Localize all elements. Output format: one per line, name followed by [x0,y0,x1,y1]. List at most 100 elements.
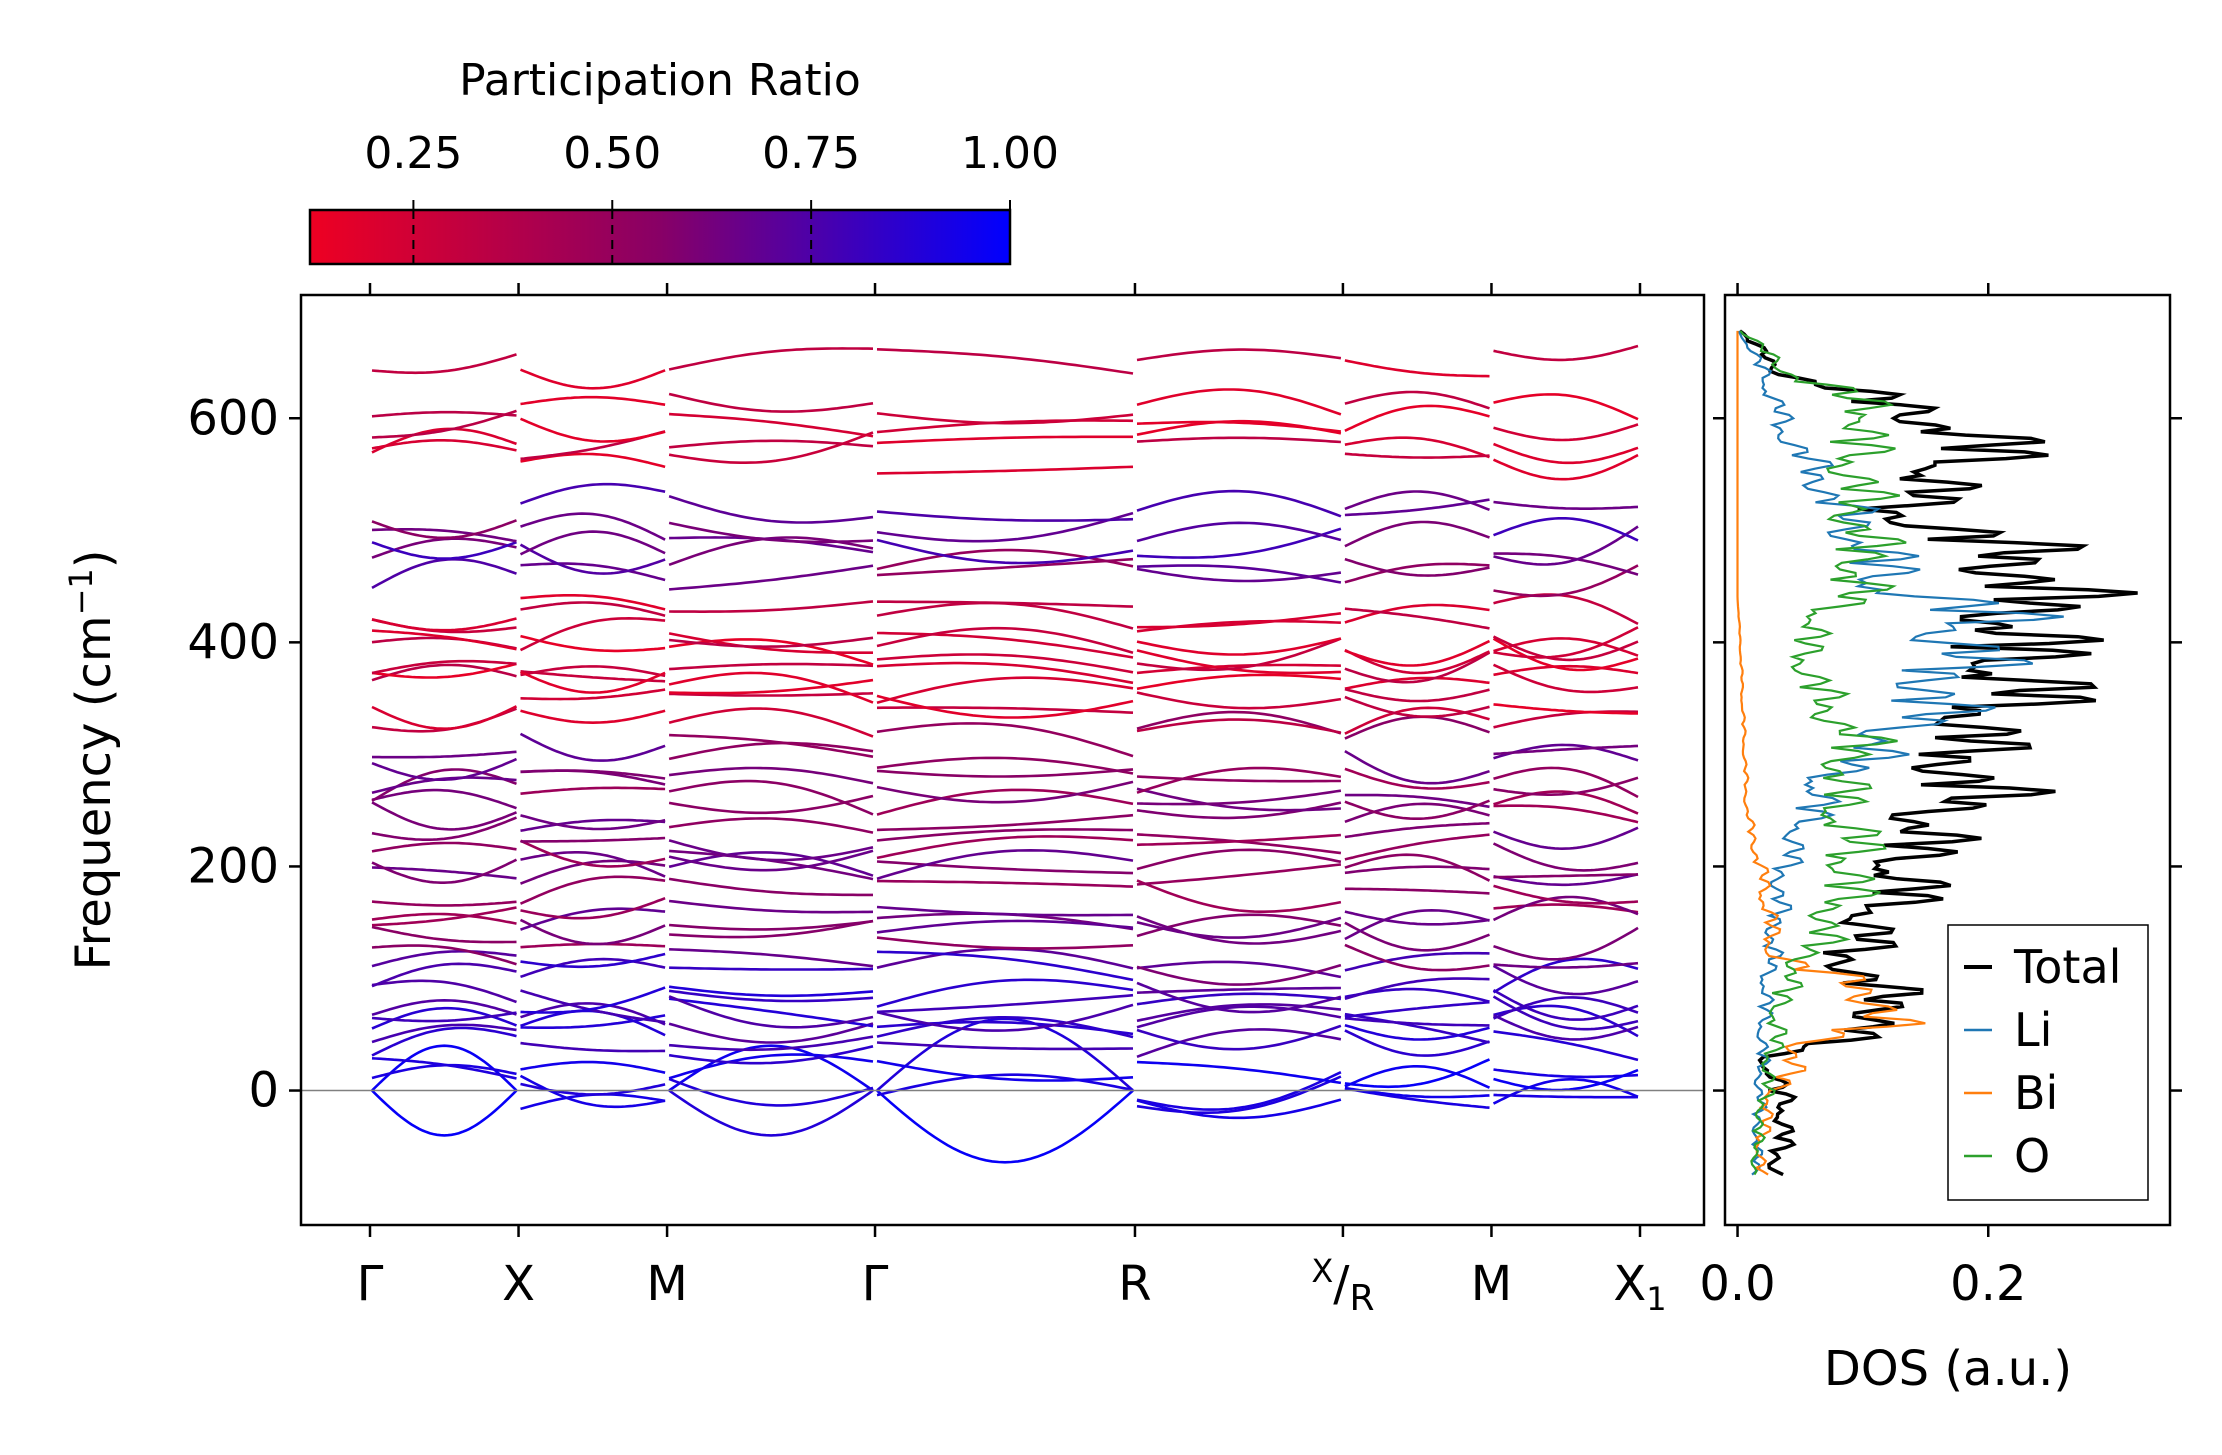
k-label-sup: X [1311,1252,1333,1290]
band-line [371,925,517,944]
colorbar-title: Participation Ratio [459,55,861,106]
band-line [371,757,518,781]
band-line [1136,848,1342,871]
band-lines [371,344,1639,1164]
band-line [876,348,1134,375]
band-line [1136,787,1341,812]
band-line [669,733,874,758]
band-line [1344,921,1490,952]
band-line [1136,1028,1342,1059]
colorbar-ticks: 0.25 0.50 0.75 1.00 [364,128,1059,264]
band-line [1344,799,1490,820]
band-line [371,1023,517,1044]
band-line [371,979,517,1004]
band-line [1136,1071,1342,1111]
band-line [1344,557,1490,577]
colorbar-tick-label: 0.75 [762,128,860,179]
band-line [1493,790,1639,815]
band-line [876,1041,1134,1051]
band-line [520,786,666,795]
band-line [1493,423,1639,442]
band-line [1344,910,1490,926]
band-line [1493,926,1639,961]
band-line [1493,744,1639,756]
band-line [669,966,874,971]
band-line [1136,913,1342,938]
band-line [1136,960,1342,979]
band-line [371,540,517,560]
band-line [1492,895,1639,922]
band-line [1344,1029,1490,1057]
band-line [371,1057,517,1080]
legend-label: Total [2013,940,2121,994]
band-line [668,431,874,464]
k-point-label: M [646,1256,687,1312]
band-line [1493,637,1639,657]
k-label-main: X [502,1256,535,1312]
band-line [371,912,517,925]
band-line [1344,1086,1490,1099]
band-line [668,521,874,544]
band-line [668,849,874,872]
band-line [371,900,517,907]
band-line [1136,348,1342,362]
band-line [1344,603,1490,624]
band-line [1492,1078,1639,1105]
band-line [1492,988,1639,1021]
band-line [876,828,1134,842]
band-line [520,482,666,505]
band-line [520,688,666,701]
band-line [668,671,874,704]
band-line [520,769,666,780]
band-line [520,896,666,920]
band-line [520,417,666,443]
dos-ticks: 0.0 0.2 [1699,283,2182,1312]
band-line [520,368,666,390]
band-line [876,511,1134,543]
band-line [1136,691,1342,710]
band-line [371,353,517,375]
band-line [668,851,874,877]
k-point-label: Γ [862,1256,889,1312]
band-line [1493,961,1639,969]
band-line [669,678,874,695]
band-line [1493,710,1639,729]
band-line [1344,943,1490,972]
band-line [1492,995,1639,1031]
band-line [1344,833,1490,861]
band-line [1136,673,1342,691]
legend-label: Li [2014,1003,2052,1057]
band-line [1344,498,1490,517]
dos-lines [1736,329,2138,1177]
band-line [1493,525,1639,566]
band-line [1344,1012,1490,1044]
k-label-main: M [646,1256,687,1312]
legend-box [1947,924,2149,1201]
band-line [519,839,666,868]
band-line [1136,718,1342,734]
band-line [1493,626,1639,659]
band-line [371,906,517,927]
k-label-main: M [1471,1256,1512,1312]
band-line [371,962,517,988]
band-line [1493,703,1639,715]
band-line [669,948,874,968]
band-line [520,851,666,878]
band-line [668,1022,874,1044]
band-line [371,866,517,880]
band-line [1493,552,1639,576]
band-line [1136,963,1342,986]
band-line [1344,951,1490,972]
band-line [371,427,517,454]
band-line [519,543,666,575]
k-point-label: M [1471,1256,1512,1312]
band-y-axis-label: Frequency (cm−1) [62,549,122,970]
band-line [668,794,874,815]
band-line [520,818,666,832]
band-line [668,817,874,834]
k-point-label: Γ [357,1256,384,1312]
band-line [668,1035,874,1052]
band-line [372,750,517,759]
band-line [876,756,1134,775]
band-line [1136,915,1342,945]
